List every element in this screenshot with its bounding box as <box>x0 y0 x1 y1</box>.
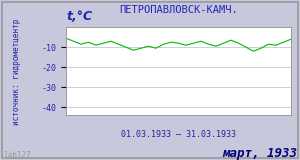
Text: 01.03.1933 – 31.03.1933: 01.03.1933 – 31.03.1933 <box>121 130 236 139</box>
Text: lab127: lab127 <box>3 151 31 160</box>
Text: март, 1933: март, 1933 <box>222 147 297 160</box>
Text: ПЕТРОПАВЛОВСК-КАМЧ.: ПЕТРОПАВЛОВСК-КАМЧ. <box>119 5 238 15</box>
Text: источник: гидрометцентр: источник: гидрометцентр <box>12 19 21 125</box>
Text: t,°C: t,°C <box>66 10 92 23</box>
